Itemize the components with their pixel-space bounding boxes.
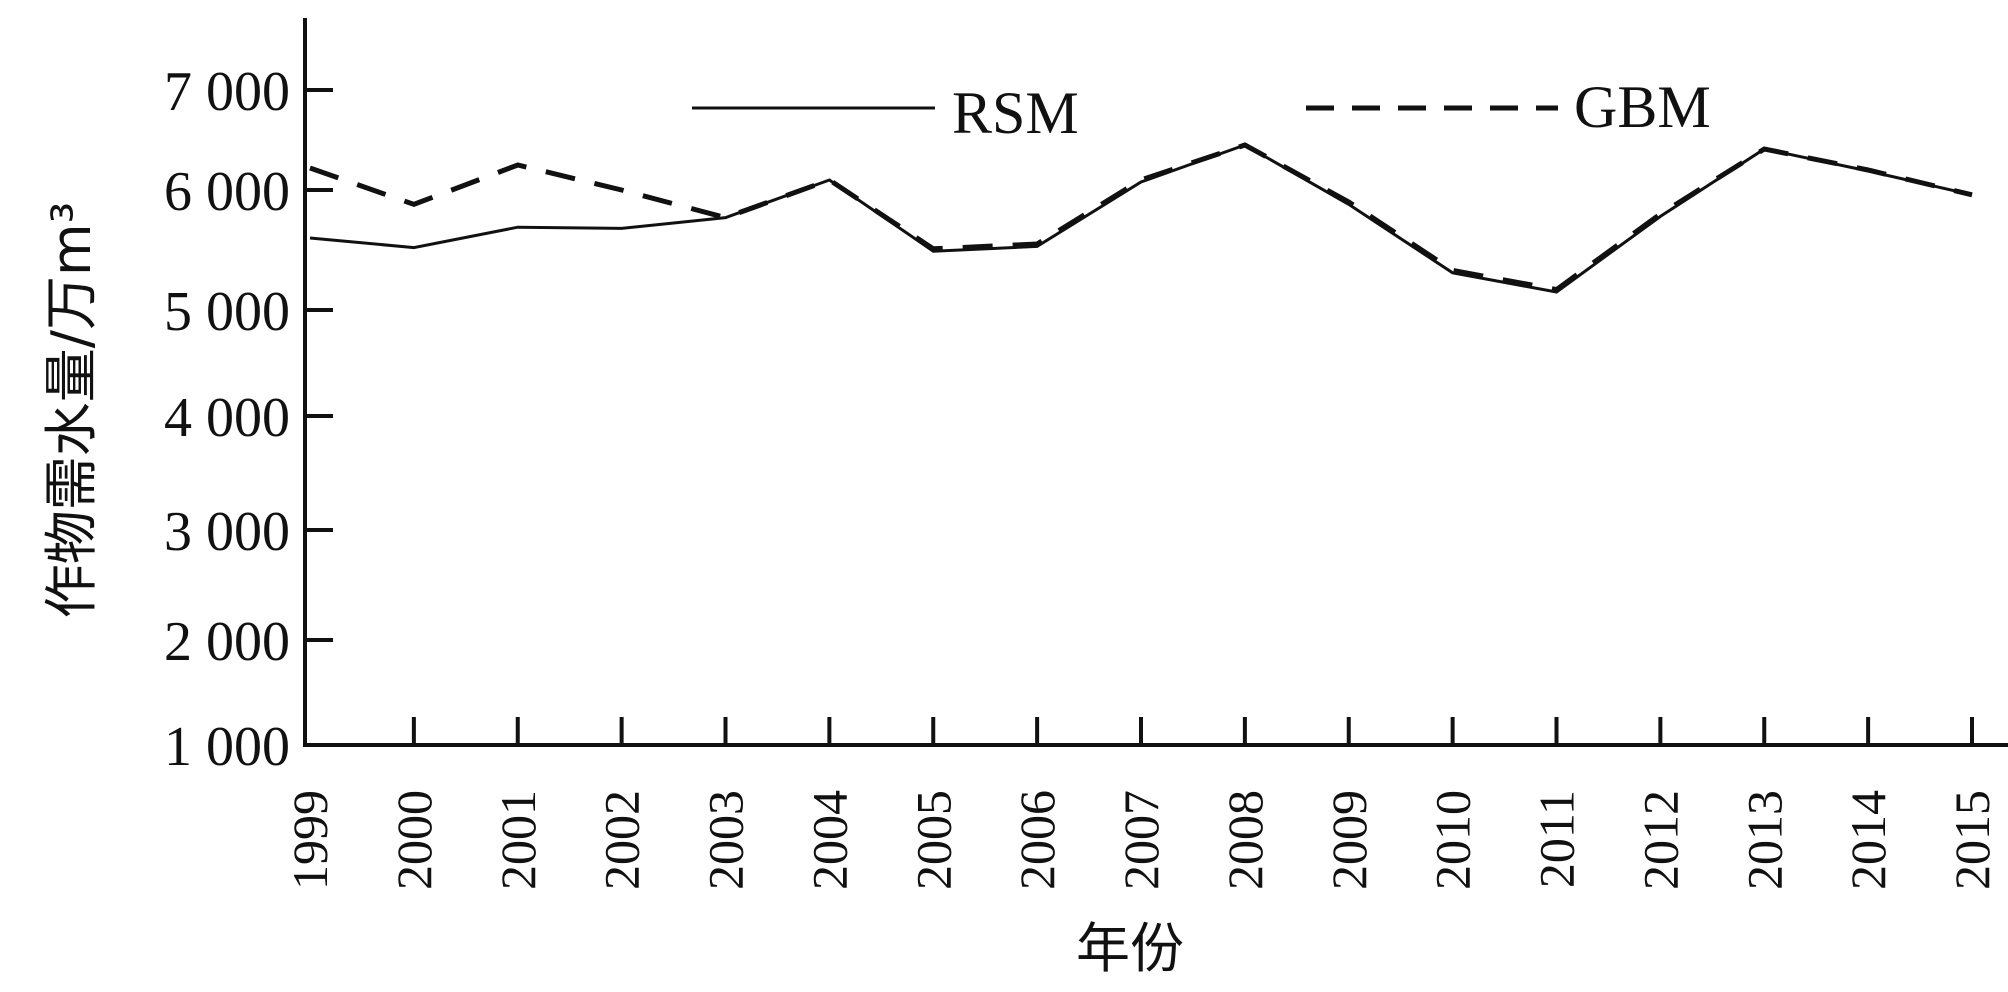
x-tick-label: 2014	[1840, 790, 1896, 890]
y-tick-label: 7 000	[164, 61, 290, 123]
y-tick-label: 6 000	[164, 161, 290, 223]
legend-label-rsm: RSM	[952, 80, 1079, 146]
series-layer	[309, 142, 1973, 294]
y-tick-label: 5 000	[164, 281, 290, 343]
legend: RSM GBM	[692, 74, 1711, 146]
y-axis-title: 作物需水量/万m³	[40, 202, 103, 618]
x-tick-label: 2012	[1632, 790, 1688, 890]
x-tick-label: 2011	[1529, 790, 1585, 888]
x-tick-label: 2015	[1944, 790, 2000, 890]
x-tick-label: 2013	[1736, 790, 1792, 890]
legend-label-gbm: GBM	[1574, 74, 1711, 140]
x-tick-label: 2000	[386, 790, 442, 890]
x-tick-label: 2003	[698, 790, 754, 890]
x-tick-label: 2002	[594, 790, 650, 890]
y-tick-label: 2 000	[164, 611, 290, 673]
x-tick-label: 2005	[905, 790, 961, 890]
y-ticks: 1 000 2 000 3 000 4 000 5 000 6 000 7 000	[164, 61, 333, 778]
series-line-gbm	[309, 142, 1973, 293]
x-tick-label: 2008	[1217, 790, 1273, 890]
y-tick-label: 1 000	[164, 716, 290, 778]
x-tick-label: 1999	[282, 790, 338, 890]
x-ticks: 1999 2000 2001 2002 2003 2004 2005 2006 2007 2008…	[282, 717, 2000, 890]
x-tick-label: 2010	[1425, 790, 1481, 890]
x-tick-label: 2006	[1009, 790, 1065, 890]
x-axis-title: 年份	[1076, 917, 1184, 980]
x-tick-label: 2004	[801, 790, 857, 890]
x-tick-label: 2007	[1113, 790, 1169, 890]
y-tick-label: 4 000	[164, 387, 290, 449]
x-tick-label: 2009	[1321, 790, 1377, 890]
axes	[303, 18, 2008, 747]
series-line-rsm	[309, 143, 1973, 294]
y-tick-label: 3 000	[164, 501, 290, 563]
x-tick-label: 2001	[490, 790, 546, 890]
